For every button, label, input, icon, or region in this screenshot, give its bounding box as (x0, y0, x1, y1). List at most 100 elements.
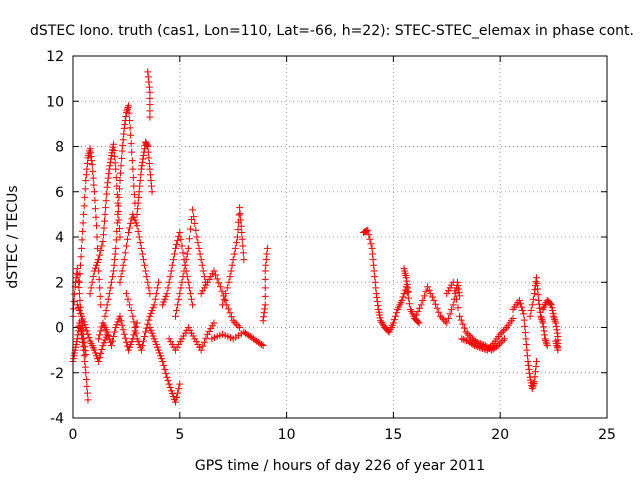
data-point (177, 284, 185, 292)
data-point (436, 312, 444, 320)
data-point (125, 109, 133, 117)
x-tick-label: 0 (69, 427, 78, 443)
data-point (128, 157, 136, 165)
data-point (527, 307, 535, 315)
data-point (199, 342, 207, 350)
data-point (119, 141, 127, 149)
data-point (151, 295, 159, 303)
data-point (184, 244, 192, 252)
data-point (138, 162, 146, 170)
data-point (485, 344, 493, 352)
data-point (103, 190, 111, 198)
data-point (112, 165, 120, 173)
data-point (449, 278, 457, 286)
data-point (443, 319, 451, 327)
data-point (80, 210, 88, 218)
data-point (174, 301, 182, 309)
data-point (456, 292, 464, 300)
data-point (95, 357, 103, 365)
data-point (83, 159, 91, 167)
data-point (145, 316, 153, 324)
data-point (416, 304, 424, 312)
data-point (221, 296, 229, 304)
data-point (83, 389, 91, 397)
data-point (390, 316, 398, 324)
data-point (180, 267, 188, 275)
data-point (73, 269, 81, 277)
data-point (239, 242, 247, 250)
data-point (226, 273, 234, 281)
data-point (411, 314, 419, 322)
data-point (144, 68, 152, 76)
data-point (234, 226, 242, 234)
data-point (138, 250, 146, 258)
data-point (163, 290, 171, 298)
data-point (122, 338, 130, 346)
data-point (81, 347, 89, 355)
data-point (432, 300, 440, 308)
data-point (240, 256, 248, 264)
data-point (126, 116, 134, 124)
data-point (146, 113, 154, 121)
data-point (185, 235, 193, 243)
data-point (138, 158, 146, 166)
data-point (462, 328, 470, 336)
data-point (120, 256, 128, 264)
data-point (260, 313, 268, 321)
data-point (520, 316, 528, 324)
data-point (89, 167, 97, 175)
data-point (137, 165, 145, 173)
data-point (76, 270, 84, 278)
data-point (522, 335, 530, 343)
data-point (136, 239, 144, 247)
data-point (175, 295, 183, 303)
data-point (532, 363, 540, 371)
data-point (228, 313, 236, 321)
data-point (229, 256, 237, 264)
data-point (87, 284, 95, 292)
data-point (501, 325, 509, 333)
data-point (80, 346, 88, 354)
data-point (91, 196, 99, 204)
data-point (143, 273, 151, 281)
data-point (404, 294, 412, 302)
data-point (85, 334, 93, 342)
data-point (147, 176, 155, 184)
data-point (110, 140, 118, 148)
data-point (114, 202, 122, 210)
data-point (541, 331, 549, 339)
data-point (261, 292, 269, 300)
data-point (91, 205, 99, 213)
data-point (135, 233, 143, 241)
data-point (95, 335, 103, 343)
data-point (92, 213, 100, 221)
data-point (210, 267, 218, 275)
data-point (509, 314, 517, 322)
data-point (105, 290, 113, 298)
data-point (552, 337, 560, 345)
data-point (111, 250, 119, 258)
data-point (163, 373, 171, 381)
y-tick-label: 12 (46, 49, 64, 65)
data-point (80, 339, 88, 347)
data-point (145, 78, 153, 86)
data-point (146, 171, 154, 179)
data-point (81, 363, 89, 371)
data-point (160, 361, 168, 369)
data-point (150, 301, 158, 309)
data-point (113, 227, 121, 235)
data-point (263, 250, 271, 258)
data-point (129, 165, 137, 173)
data-point (95, 256, 103, 264)
y-tick-label: 6 (55, 185, 64, 201)
data-point (78, 236, 86, 244)
data-point (220, 295, 228, 303)
data-point (499, 327, 507, 335)
data-point (456, 312, 464, 320)
data-point (530, 378, 538, 386)
data-point (238, 228, 246, 236)
data-point (531, 373, 539, 381)
data-point (82, 376, 90, 384)
data-point (451, 287, 459, 295)
data-point (110, 333, 118, 341)
